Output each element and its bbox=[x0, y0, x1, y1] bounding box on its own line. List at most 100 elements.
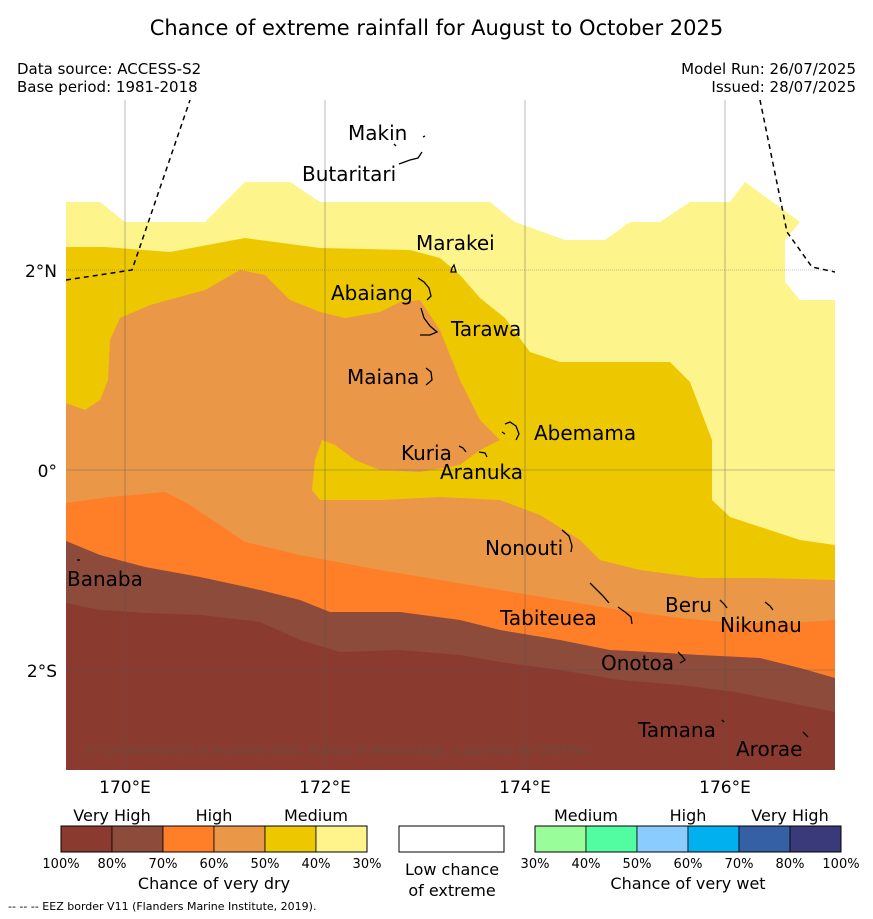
data-source: Data source: ACCESS-S2 bbox=[17, 60, 202, 78]
island-label-tamana: Tamana bbox=[637, 718, 716, 742]
nonouti-outline bbox=[561, 529, 573, 553]
island-label-kuria: Kuria bbox=[401, 441, 452, 465]
island-label-onotoa: Onotoa bbox=[601, 651, 674, 675]
island-label-tarawa: Tarawa bbox=[450, 317, 521, 341]
dry-swatch-3 bbox=[213, 825, 266, 853]
base-period: Base period: 1981-2018 bbox=[17, 78, 198, 96]
onotoa-outline bbox=[677, 651, 686, 664]
tarawa-outline bbox=[420, 307, 439, 336]
wet-swatches bbox=[534, 825, 842, 853]
island-label-butaritari: Butaritari bbox=[302, 162, 396, 186]
dry-swatch-2 bbox=[162, 825, 215, 853]
dry-swatch-1 bbox=[111, 825, 164, 853]
dry-legend-very-high: Very High bbox=[73, 806, 150, 825]
island-label-beru: Beru bbox=[665, 593, 712, 617]
low-chance-label-2: of extreme bbox=[408, 881, 495, 900]
dry-tick-2: 70% bbox=[149, 857, 178, 872]
tabiteuea-outline bbox=[589, 582, 633, 625]
dry-tick-0: 100% bbox=[42, 857, 79, 872]
low-chance-label-1: Low chance bbox=[405, 860, 499, 879]
wet-tick-6: 100% bbox=[822, 857, 859, 872]
dry-legend: Very High High Medium 100% 80% 70% 60% 50% 40… bbox=[42, 806, 381, 893]
wet-tick-0: 30% bbox=[521, 857, 550, 872]
eez-border bbox=[66, 100, 835, 281]
tamana-outline bbox=[721, 719, 725, 723]
dry-swatches bbox=[60, 825, 368, 853]
dry-tick-3: 60% bbox=[200, 857, 229, 872]
marakei-outline bbox=[450, 263, 457, 273]
lon-label-174e: 174°E bbox=[499, 778, 551, 798]
map-title: Chance of extreme rainfall for August to… bbox=[149, 16, 724, 40]
wet-swatch-2 bbox=[636, 825, 689, 853]
wet-tick-5: 80% bbox=[776, 857, 805, 872]
arorae-outline bbox=[802, 731, 809, 738]
copyright-text: © Commonwealth of Australia 2025, Bureau… bbox=[84, 743, 589, 757]
wet-tick-labels: 30% 40% 50% 60% 70% 80% 100% bbox=[521, 857, 860, 872]
abaiang-outline bbox=[417, 277, 432, 301]
dry-legend-label: Chance of very dry bbox=[138, 874, 290, 893]
zone-dry-very-high bbox=[66, 603, 835, 770]
island-label-nonouti: Nonouti bbox=[485, 536, 563, 560]
wet-tick-2: 50% bbox=[623, 857, 652, 872]
island-label-banaba: Banaba bbox=[67, 567, 143, 591]
wet-legend-very-high: Very High bbox=[751, 806, 828, 825]
dry-legend-medium: Medium bbox=[284, 806, 348, 825]
island-label-marakei: Marakei bbox=[416, 231, 495, 255]
dry-swatch-0 bbox=[60, 825, 113, 853]
wet-legend-medium: Medium bbox=[554, 806, 618, 825]
island-label-arorae: Arorae bbox=[736, 737, 802, 761]
maiana-outline bbox=[425, 367, 433, 386]
wet-swatch-1 bbox=[585, 825, 638, 853]
wet-legend-high: High bbox=[670, 806, 707, 825]
wet-tick-4: 70% bbox=[725, 857, 754, 872]
makin-outline bbox=[393, 135, 426, 147]
lat-label-2s: 2°S bbox=[27, 662, 57, 682]
nikunau-outline bbox=[764, 601, 774, 611]
island-label-aranuka: Aranuka bbox=[440, 460, 523, 484]
dry-legend-high: High bbox=[196, 806, 233, 825]
island-label-nikunau: Nikunau bbox=[720, 613, 802, 637]
lon-label-172e: 172°E bbox=[299, 778, 351, 798]
issued-date: Issued: 28/07/2025 bbox=[711, 78, 856, 96]
dry-tick-5: 40% bbox=[302, 857, 331, 872]
wet-tick-3: 60% bbox=[674, 857, 703, 872]
island-outlines bbox=[77, 135, 809, 738]
wet-legend-label: Chance of very wet bbox=[610, 874, 765, 893]
lon-label-176e: 176°E bbox=[699, 778, 751, 798]
island-label-maiana: Maiana bbox=[347, 365, 419, 389]
dry-tick-labels: 100% 80% 70% 60% 50% 40% 30% bbox=[42, 857, 381, 872]
island-label-makin: Makin bbox=[348, 121, 407, 145]
low-chance-legend: Low chance of extreme bbox=[398, 825, 505, 900]
island-label-tabiteuea: Tabiteuea bbox=[499, 606, 597, 630]
eez-footnote: -- -- -- EEZ border V11 (Flanders Marine… bbox=[8, 900, 317, 913]
wet-tick-1: 40% bbox=[572, 857, 601, 872]
island-label-abemama: Abemama bbox=[534, 421, 636, 445]
kuria-outline bbox=[458, 445, 467, 453]
wet-swatch-4 bbox=[738, 825, 791, 853]
wet-swatch-3 bbox=[687, 825, 740, 853]
dry-tick-6: 30% bbox=[353, 857, 382, 872]
wet-swatch-5 bbox=[789, 825, 842, 853]
dry-colorbar-border bbox=[60, 825, 368, 853]
model-run: Model Run: 26/07/2025 bbox=[681, 60, 856, 78]
dry-tick-4: 50% bbox=[251, 857, 280, 872]
low-chance-swatch bbox=[398, 825, 505, 853]
grid-lines bbox=[66, 100, 835, 770]
abemama-outline bbox=[501, 421, 520, 441]
lat-label-0: 0° bbox=[38, 462, 57, 482]
wet-colorbar-border bbox=[534, 825, 842, 853]
lat-label-2n: 2°N bbox=[25, 262, 57, 282]
beru-outline bbox=[719, 599, 728, 609]
dry-swatch-5 bbox=[315, 825, 368, 853]
butaritari-outline bbox=[398, 151, 423, 165]
lon-label-170e: 170°E bbox=[99, 778, 151, 798]
dry-swatch-4 bbox=[264, 825, 317, 853]
map-area: Makin Butaritari Marakei Abaiang Tarawa … bbox=[66, 100, 835, 770]
island-labels: Makin Butaritari Marakei Abaiang Tarawa … bbox=[67, 121, 802, 761]
wet-legend: Medium High Very High 30% 40% 50% 60% 70% 80%… bbox=[521, 806, 860, 893]
aranuka-outline bbox=[478, 451, 488, 458]
wet-swatch-0 bbox=[534, 825, 587, 853]
dry-tick-1: 80% bbox=[98, 857, 127, 872]
island-label-abaiang: Abaiang bbox=[331, 281, 413, 305]
